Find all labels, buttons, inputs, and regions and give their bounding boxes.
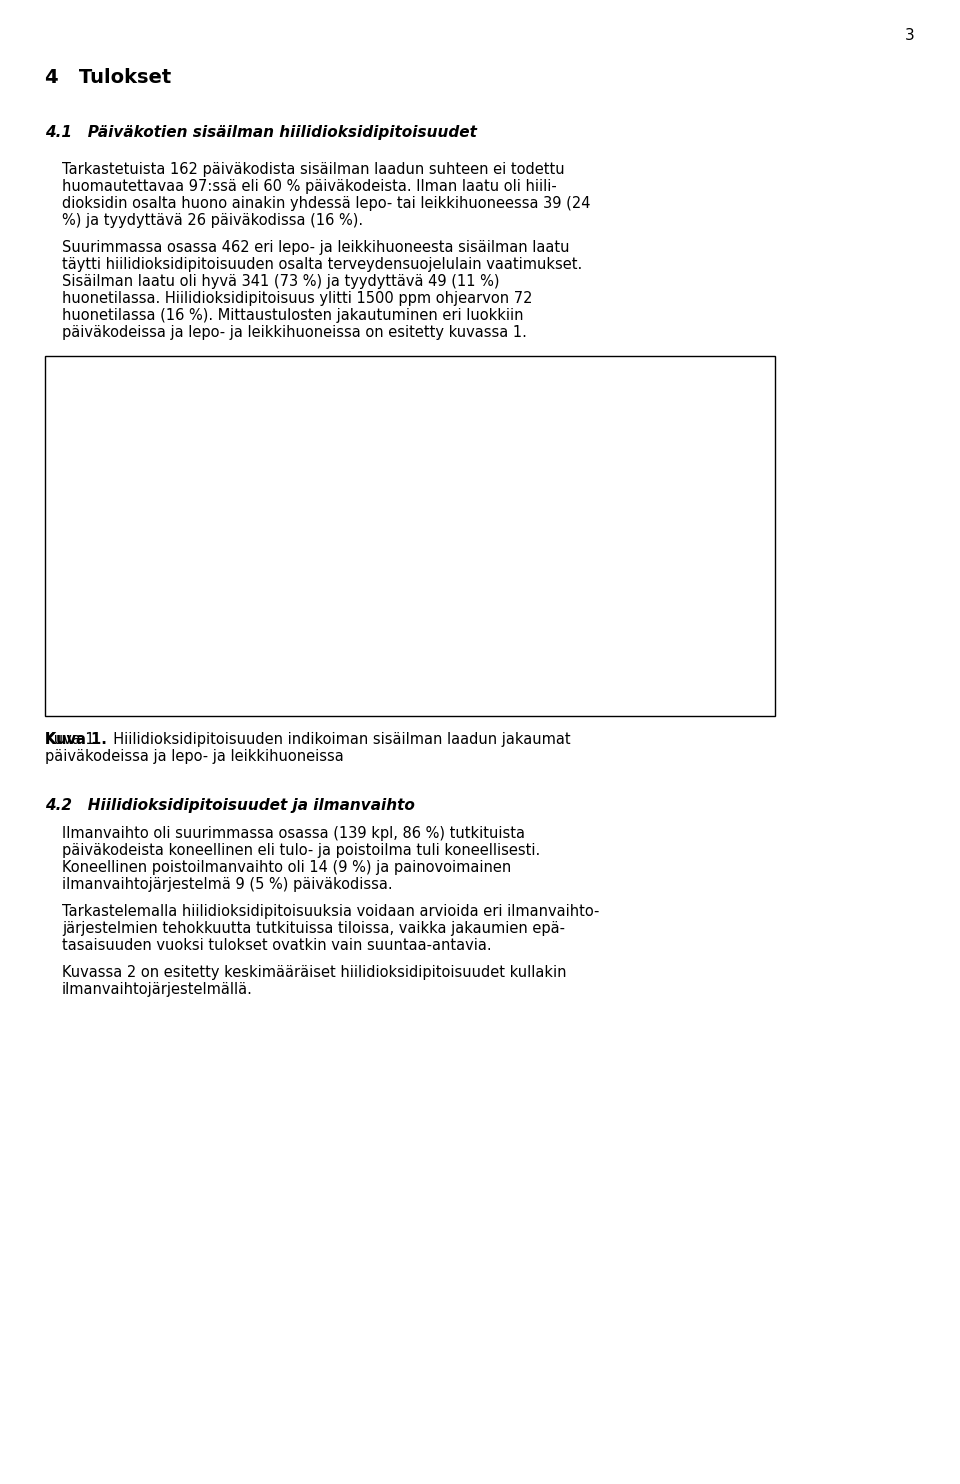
Text: 4.1   Päiväkotien sisäilman hiilidioksidipitoisuudet: 4.1 Päiväkotien sisäilman hiilidioksidip… [45,125,477,139]
Text: päiväkodeissa ja lepo- ja leikkihuoneissa on esitetty kuvassa 1.: päiväkodeissa ja lepo- ja leikkihuoneiss… [62,325,527,340]
Text: huonetilassa. Hiilidioksidipitoisuus ylitti 1500 ppm ohjearvon 72: huonetilassa. Hiilidioksidipitoisuus yli… [62,291,533,306]
Text: Kuva 1.   Hiilidioksidipitoisuuden indikoiman sisäilman laadun jakaumat: Kuva 1. Hiilidioksidipitoisuuden indikoi… [45,732,570,746]
Text: 4.2   Hiilidioksidipitoisuudet ja ilmanvaihto: 4.2 Hiilidioksidipitoisuudet ja ilmanvai… [45,798,415,813]
Text: huomautettavaa 97:ssä eli 60 % päiväkodeista. Ilman laatu oli hiili-: huomautettavaa 97:ssä eli 60 % päiväkode… [62,180,557,194]
Text: ilmanvaihtojärjestelmä 9 (5 %) päiväkodissa.: ilmanvaihtojärjestelmä 9 (5 %) päiväkodi… [62,877,393,892]
Bar [433,482,568,660]
Bar [433,456,568,482]
Text: päiväkodeista koneellinen eli tulo- ja poistoilma tuli koneellisesti.: päiväkodeista koneellinen eli tulo- ja p… [62,843,540,858]
Text: tasaisuuden vuoksi tulokset ovatkin vain suuntaa-antavia.: tasaisuuden vuoksi tulokset ovatkin vain… [62,938,492,953]
Text: 73 %: 73 % [484,565,517,579]
Text: Kuva 1.: Kuva 1. [45,732,107,746]
Text: dioksidin osalta huono ainakin yhdessä lepo- tai leikkihuoneessa 39 (24: dioksidin osalta huono ainakin yhdessä l… [62,196,590,211]
Text: 24 %: 24 % [182,439,216,453]
Bar [132,513,267,660]
Text: 11 %: 11 % [484,462,517,475]
Text: täytti hiilidioksidipitoisuuden osalta terveydensuojelulain vaatimukset.: täytti hiilidioksidipitoisuuden osalta t… [62,257,583,272]
Text: 16 %: 16 % [182,488,216,502]
Text: Suurimmassa osassa 462 eri lepo- ja leikkihuoneesta sisäilman laatu: Suurimmassa osassa 462 eri lepo- ja leik… [62,240,569,255]
Text: päiväkodeissa ja lepo- ja leikkihuoneissa: päiväkodeissa ja lepo- ja leikkihuoneiss… [45,749,344,764]
Text: Tarkastetuista 162 päiväkodista sisäilman laadun suhteen ei todettu: Tarkastetuista 162 päiväkodista sisäilma… [62,162,564,177]
Text: %) ja tyydyttävä 26 päiväkodissa (16 %).: %) ja tyydyttävä 26 päiväkodissa (16 %). [62,214,363,229]
Text: 3: 3 [905,28,915,43]
Bar [45,356,775,715]
Text: 60 %: 60 % [182,582,216,594]
Text: 4   Tulokset: 4 Tulokset [45,68,171,88]
Text: Koneellinen poistoilmanvaihto oli 14 (9 %) ja painovoimainen: Koneellinen poistoilmanvaihto oli 14 (9 … [62,861,512,876]
Text: 16 %: 16 % [484,429,517,442]
Text: Tarkastelemalla hiilidioksidipitoisuuksia voidaan arvioida eri ilmanvaihto-: Tarkastelemalla hiilidioksidipitoisuuksi… [62,904,599,919]
Text: Ilmanvaihto oli suurimmassa osassa (139 kpl, 86 %) tutkituista: Ilmanvaihto oli suurimmassa osassa (139 … [62,827,525,841]
Bar [433,416,568,456]
Bar [132,475,267,513]
Text: huonetilassa (16 %). Mittaustulosten jakautuminen eri luokkiin: huonetilassa (16 %). Mittaustulosten jak… [62,309,523,324]
Title: Hiilidioksidipitoisuudet huonetiloissa ja
päiväkodeissa: Hiilidioksidipitoisuudet huonetiloissa j… [180,372,519,405]
Bar [132,416,267,475]
Text: ilmanvaihtojärjestelmällä.: ilmanvaihtojärjestelmällä. [62,982,252,997]
Text: Sisäilman laatu oli hyvä 341 (73 %) ja tyydyttävä 49 (11 %): Sisäilman laatu oli hyvä 341 (73 %) ja t… [62,275,499,289]
Text: järjestelmien tehokkuutta tutkituissa tiloissa, vaikka jakaumien epä-: järjestelmien tehokkuutta tutkituissa ti… [62,922,565,936]
Legend: ≥ 1500 ppm huono, 1200-1499 ppm
tyydyttävä, <1200 ppm hyvä: ≥ 1500 ppm huono, 1200-1499 ppm tyydyttä… [615,490,772,588]
Text: Kuvassa 2 on esitetty keskimääräiset hiilidioksidipitoisuudet kullakin: Kuvassa 2 on esitetty keskimääräiset hii… [62,965,566,979]
